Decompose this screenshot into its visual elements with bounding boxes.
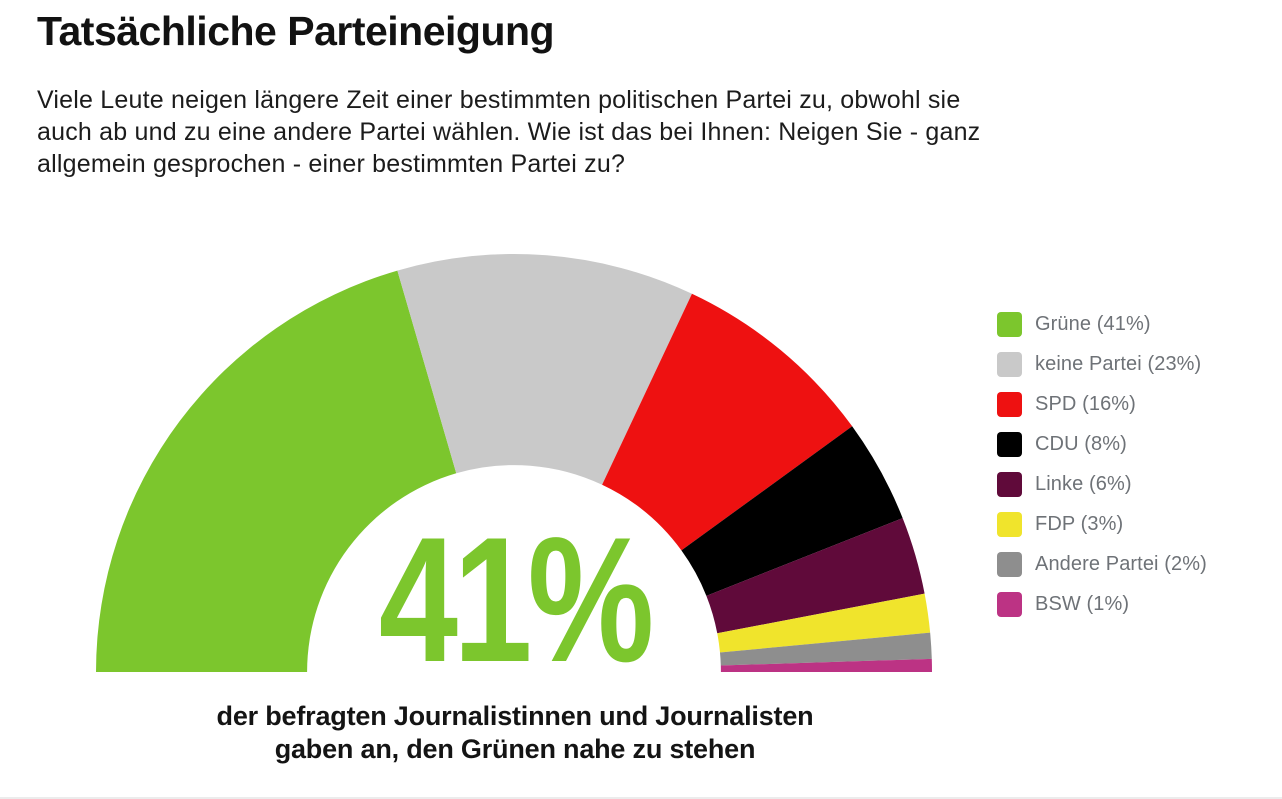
intro-line-1: Viele Leute neigen längere Zeit einer be…	[37, 86, 961, 114]
legend-item-grüne: Grüne (41%)	[997, 312, 1207, 337]
legend-label: BSW (1%)	[1035, 593, 1130, 615]
center-value: 41%	[95, 499, 933, 699]
half-donut-chart: 41%	[95, 253, 933, 699]
legend-label: FDP (3%)	[1035, 513, 1124, 535]
page-bottom-divider	[0, 797, 1282, 799]
legend-label: keine Partei (23%)	[1035, 353, 1202, 375]
legend-swatch-icon	[997, 352, 1022, 377]
donut-segment-fdp	[717, 593, 931, 653]
center-value-text: 41%	[378, 499, 654, 699]
legend-item-fdp: FDP (3%)	[997, 512, 1207, 537]
legend-item-keine-partei: keine Partei (23%)	[997, 352, 1207, 377]
intro-line-2: auch ab und zu eine andere Partei wählen…	[37, 118, 981, 146]
donut-segment-grüne	[96, 270, 457, 672]
legend-swatch-icon	[997, 552, 1022, 577]
legend-swatch-icon	[997, 312, 1022, 337]
caption-line-2: gaben an, den Grünen nahe zu stehen	[274, 734, 756, 764]
legend-swatch-icon	[997, 592, 1022, 617]
legend-swatch-icon	[997, 472, 1022, 497]
legend-label: Linke (6%)	[1035, 473, 1132, 495]
page-title: Tatsächliche Parteineigung	[37, 8, 555, 54]
donut-segment-bsw	[720, 658, 932, 672]
legend-swatch-icon	[997, 512, 1022, 537]
legend-label: SPD (16%)	[1035, 393, 1136, 415]
chart-caption: der befragten Journalistinnen und Journa…	[45, 700, 985, 766]
donut-svg	[96, 253, 932, 672]
intro-line-3: allgemein gesprochen - einer bestimmten …	[37, 150, 626, 178]
donut-segment-spd	[602, 293, 853, 551]
legend-label: Grüne (41%)	[1035, 313, 1151, 335]
donut-segment-cdu	[681, 426, 903, 596]
legend-item-andere-partei: Andere Partei (2%)	[997, 552, 1207, 577]
chart-legend: Grüne (41%) keine Partei (23%) SPD (16%)…	[997, 312, 1207, 632]
legend-swatch-icon	[997, 432, 1022, 457]
donut-segment-andere-partei	[719, 632, 932, 666]
legend-swatch-icon	[997, 392, 1022, 417]
donut-segment-linke	[706, 518, 925, 634]
donut-segment-keine-partei	[397, 253, 692, 485]
legend-item-linke: Linke (6%)	[997, 472, 1207, 497]
legend-item-spd: SPD (16%)	[997, 392, 1207, 417]
legend-item-bsw: BSW (1%)	[997, 592, 1207, 617]
legend-label: CDU (8%)	[1035, 433, 1127, 455]
legend-item-cdu: CDU (8%)	[997, 432, 1207, 457]
legend-label: Andere Partei (2%)	[1035, 553, 1207, 575]
caption-line-1: der befragten Journalistinnen und Journa…	[216, 701, 814, 731]
intro-text: Viele Leute neigen längere Zeit einer be…	[37, 84, 980, 180]
